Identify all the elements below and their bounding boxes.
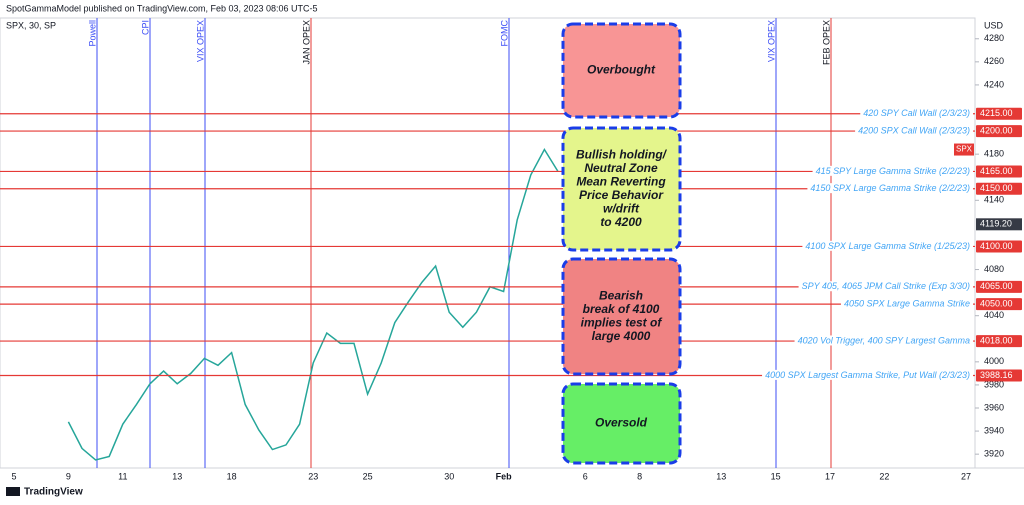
level-label-bg [855,125,974,136]
x-tick-label: 30 [444,471,454,481]
x-tick-label: Feb [496,471,513,481]
price-tag [976,298,1022,311]
y-tick-label: 3980 [984,379,1004,389]
event-label: CPI [140,20,150,35]
footer: TradingView [24,487,83,498]
level-label: 415 SPY Large Gamma Strike (2/2/23) [816,166,970,176]
currency: USD [984,20,1004,30]
zone-text: to 4200 [600,215,642,229]
symbol-tag-label: SPX [956,145,973,154]
price-tag-label: 4165.00 [980,166,1013,176]
x-tick-label: 27 [961,471,971,481]
zone-text: Bullish holding/ [576,147,668,161]
level-label-bg [762,369,973,380]
zone-box [561,22,682,119]
price-line [67,148,559,461]
price-tag-label: 4018.00 [980,335,1013,345]
level-label-bg [807,183,973,194]
y-tick-label: 3960 [984,402,1004,412]
x-tick-label: 15 [771,471,781,481]
logo [6,487,20,496]
y-tick-label: 4260 [984,56,1004,66]
zone-text: implies test of [581,315,663,329]
event-label: Powell [87,20,97,47]
price-tag-label: 4050.00 [980,299,1013,309]
price-tag-label: 4215.00 [980,108,1013,118]
price-tag [976,165,1022,178]
last-price-tag [976,218,1022,231]
y-tick-label: 3920 [984,449,1004,459]
zone-text: Overbought [587,63,656,77]
price-tag-label: 4200.00 [980,125,1013,135]
level-label-bg [794,335,973,346]
level-label: 4000 SPX Largest Gamma Strike, Put Wall … [765,370,970,380]
y-tick-label: 4240 [984,79,1004,89]
level-label: 4200 SPX Call Wall (2/3/23) [858,125,970,135]
price-tag-label: 4150.00 [980,183,1013,193]
price-tag [976,107,1022,120]
y-tick-label: 3940 [984,425,1004,435]
zone-text: Neutral Zone [584,161,658,175]
zone-text: Price Behavior [579,188,664,202]
level-label: SPY 405, 4065 JPM Call Strike (Exp 3/30) [802,281,970,291]
zone-text: Mean Reverting [576,174,666,188]
x-tick-label: 8 [637,471,642,481]
price-tag-label: 4100.00 [980,241,1013,251]
publisher: SpotGammaModel published on TradingView.… [6,3,318,13]
price-tag-label: 3988.16 [980,370,1013,380]
zone-box [561,257,682,376]
zone-text: large 4000 [592,329,651,343]
x-tick-label: 25 [363,471,373,481]
zone-text: w/drift [603,201,640,215]
event-label: JAN OPEX [301,20,311,65]
zone-box [561,126,682,252]
level-label-bg [812,165,973,176]
symbol: SPX, 30, SP [6,20,56,30]
level-label-bg [802,240,973,251]
zone-text: Oversold [595,416,648,430]
level-label: 4050 SPX Large Gamma Strike [844,299,970,309]
zone-text: Bearish [599,288,643,302]
level-label-bg [840,298,973,309]
price-tag [976,182,1022,195]
event-label: FOMC [499,20,509,47]
event-label: VIX OPEX [766,20,776,62]
price-tag [976,125,1022,138]
price-group [67,148,559,461]
x-tick-label: 11 [118,471,127,481]
price-tag [976,335,1022,348]
x-tick-label: 6 [583,471,588,481]
y-tick-label: 4080 [984,264,1004,274]
x-tick-label: 23 [308,471,318,481]
y-tick-label: 4280 [984,33,1004,43]
y-tick-label: 4000 [984,356,1004,366]
x-tick-label: 13 [172,471,182,481]
event-label: VIX OPEX [195,20,205,62]
x-tick-label: 18 [227,471,237,481]
price-tag [976,240,1022,253]
price-tag [976,369,1022,382]
level-label: 4100 SPX Large Gamma Strike (1/25/23) [805,241,970,251]
price-tag-label: 4065.00 [980,281,1013,291]
level-label-bg [798,281,973,292]
symbol-tag [954,143,974,156]
zone-text: break of 4100 [583,302,660,316]
price-tag [976,280,1022,293]
x-tick-label: 17 [825,471,835,481]
x-tick-label: 9 [66,471,71,481]
level-label: 4150 SPX Large Gamma Strike (2/2/23) [810,183,970,193]
last-price-label: 4119.20 [980,219,1012,229]
event-label: FEB OPEX [821,20,831,65]
zone-box [561,382,682,465]
level-label: 420 SPY Call Wall (2/3/23) [863,108,970,118]
level-label-bg [860,108,973,119]
x-tick-label: 22 [879,471,889,481]
y-tick-label: 4040 [984,310,1004,320]
level-label: 4020 Vol Trigger, 400 SPY Largest Gamma [798,335,970,345]
x-tick-label: 5 [11,471,16,481]
x-tick-label: 13 [716,471,726,481]
y-tick-label: 4140 [984,195,1004,205]
y-tick-label: 4180 [984,149,1004,159]
